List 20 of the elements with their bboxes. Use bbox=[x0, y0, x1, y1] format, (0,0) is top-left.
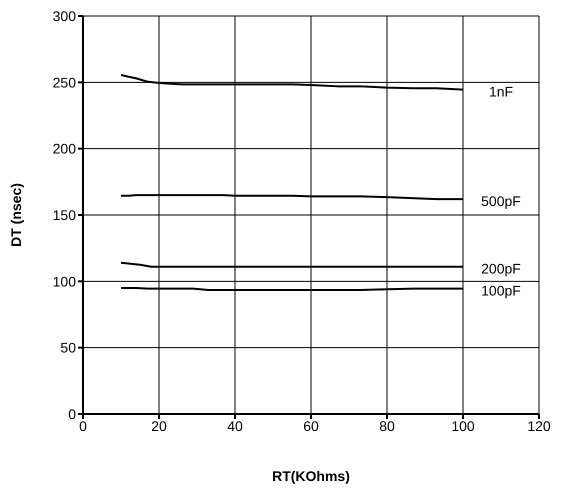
x-tick-label: 60 bbox=[303, 418, 319, 434]
x-tick-label: 120 bbox=[527, 418, 551, 434]
x-tick-label: 80 bbox=[379, 418, 395, 434]
y-tick-label: 250 bbox=[52, 74, 76, 90]
y-axis-title: DT (nsec) bbox=[8, 183, 24, 247]
y-tick-label: 150 bbox=[52, 206, 76, 223]
series-label: 1nF bbox=[488, 84, 514, 100]
series-label: 500pF bbox=[481, 193, 521, 210]
y-tick-label: 0 bbox=[68, 406, 76, 422]
y-tick-label: 100 bbox=[52, 273, 76, 290]
y-tick-label: 200 bbox=[52, 140, 76, 157]
x-tick-label: 40 bbox=[227, 418, 243, 434]
y-tick-label: 50 bbox=[60, 340, 76, 356]
x-tick-label: 20 bbox=[151, 418, 167, 434]
x-tick-label: 100 bbox=[451, 418, 475, 434]
x-tick-label: 0 bbox=[79, 418, 88, 434]
series-label: 200pF bbox=[481, 260, 521, 277]
y-tick-label: 300 bbox=[52, 8, 76, 24]
series-label: 100pF bbox=[481, 282, 521, 299]
x-axis-title: RT(KOhms) bbox=[272, 468, 350, 484]
